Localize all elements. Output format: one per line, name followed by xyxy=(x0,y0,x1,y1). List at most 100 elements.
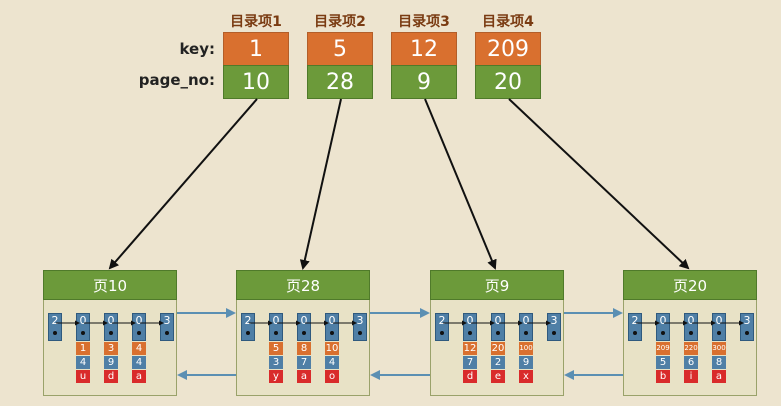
page-title: 页9 xyxy=(430,270,564,300)
record-header-value: 2 xyxy=(438,314,446,327)
record-header-value: 0 xyxy=(300,314,308,327)
record-header-value: 3 xyxy=(356,314,364,327)
record-value-cell: 9 xyxy=(104,356,118,369)
data-page: 页20 2 0 0 0 3 209 5 b 220 6 i 300 8 a xyxy=(623,270,757,396)
user-record-header: 0 xyxy=(463,313,477,341)
record-text-cell: d xyxy=(463,370,477,383)
directory-item-title: 目录项3 xyxy=(398,14,450,30)
record-text-cell: b xyxy=(656,370,670,383)
record-key-cell: 12 xyxy=(463,342,477,355)
user-record-header: 0 xyxy=(656,313,670,341)
infimum-record: 2 xyxy=(48,313,62,341)
record-header-value: 3 xyxy=(163,314,171,327)
record-text-cell: i xyxy=(684,370,698,383)
user-record-header: 0 xyxy=(325,313,339,341)
record-header-value: 3 xyxy=(743,314,751,327)
data-page: 页28 2 0 0 0 3 5 3 y 8 7 a 10 4 o xyxy=(236,270,370,396)
pointer-dot-icon xyxy=(552,331,556,335)
pointer-dot-icon xyxy=(440,331,444,335)
key-row-label: key: xyxy=(179,40,215,58)
page-title: 页10 xyxy=(43,270,177,300)
directory-key-cell: 5 xyxy=(307,32,373,66)
record-text-cell: u xyxy=(76,370,90,383)
record-header-value: 0 xyxy=(466,314,474,327)
supremum-record: 3 xyxy=(547,313,561,341)
pointer-dot-icon xyxy=(330,331,334,335)
user-record-header: 0 xyxy=(491,313,505,341)
record-text-cell: a xyxy=(132,370,146,383)
record-header-value: 0 xyxy=(659,314,667,327)
record-key-cell: 209 xyxy=(656,342,670,355)
pointer-dot-icon xyxy=(524,331,528,335)
user-record-header: 0 xyxy=(76,313,90,341)
record-key-cell: 100 xyxy=(519,342,533,355)
pointer-dot-icon xyxy=(717,331,721,335)
infimum-record: 2 xyxy=(241,313,255,341)
record-header-value: 0 xyxy=(687,314,695,327)
pointer-dot-icon xyxy=(137,331,141,335)
directory-item-title: 目录项2 xyxy=(314,14,366,30)
pointer-dot-icon xyxy=(745,331,749,335)
record-text-cell: x xyxy=(519,370,533,383)
record-header-value: 0 xyxy=(522,314,530,327)
record-text-cell: d xyxy=(104,370,118,383)
directory-item-title: 目录项4 xyxy=(482,14,534,30)
record-key-cell: 20 xyxy=(491,342,505,355)
record-value-cell: 9 xyxy=(519,356,533,369)
pointer-dot-icon xyxy=(302,331,306,335)
record-text-cell: e xyxy=(491,370,505,383)
record-text-cell: a xyxy=(297,370,311,383)
record-text-cell: o xyxy=(325,370,339,383)
record-value-cell: 3 xyxy=(269,356,283,369)
page-title: 页20 xyxy=(623,270,757,300)
record-value-cell: 4 xyxy=(132,356,146,369)
directory-page-no-cell: 10 xyxy=(223,65,289,99)
record-header-value: 0 xyxy=(715,314,723,327)
pointer-dot-icon xyxy=(165,331,169,335)
record-header-value: 2 xyxy=(244,314,252,327)
record-header-value: 0 xyxy=(494,314,502,327)
record-key-cell: 4 xyxy=(132,342,146,355)
record-text-cell: a xyxy=(712,370,726,383)
record-value-cell: 4 xyxy=(76,356,90,369)
pointer-dot-icon xyxy=(274,331,278,335)
supremum-record: 3 xyxy=(353,313,367,341)
record-header-value: 0 xyxy=(79,314,87,327)
record-value-cell: 2 xyxy=(491,356,505,369)
directory-page-no-cell: 9 xyxy=(391,65,457,99)
pointer-dot-icon xyxy=(109,331,113,335)
record-header-value: 0 xyxy=(328,314,336,327)
pointer-dot-icon xyxy=(633,331,637,335)
user-record-header: 0 xyxy=(519,313,533,341)
pointer-dot-icon xyxy=(246,331,250,335)
user-record-header: 0 xyxy=(712,313,726,341)
user-record-header: 0 xyxy=(269,313,283,341)
record-header-value: 2 xyxy=(51,314,59,327)
infimum-record: 2 xyxy=(628,313,642,341)
record-key-cell: 8 xyxy=(297,342,311,355)
pointer-dot-icon xyxy=(661,331,665,335)
record-key-cell: 5 xyxy=(269,342,283,355)
directory-item-title: 目录项1 xyxy=(230,14,282,30)
data-page: 页9 2 0 0 0 3 12 7 d 20 2 e 100 9 x xyxy=(430,270,564,396)
record-key-cell: 300 xyxy=(712,342,726,355)
pointer-dot-icon xyxy=(496,331,500,335)
record-value-cell: 7 xyxy=(463,356,477,369)
user-record-header: 0 xyxy=(104,313,118,341)
record-header-value: 0 xyxy=(135,314,143,327)
pointer-dot-icon xyxy=(53,331,57,335)
directory-key-cell: 12 xyxy=(391,32,457,66)
user-record-header: 0 xyxy=(297,313,311,341)
page-no-row-label: page_no: xyxy=(138,71,215,89)
pointer-dot-icon xyxy=(81,331,85,335)
record-key-cell: 220 xyxy=(684,342,698,355)
pointer-dot-icon xyxy=(468,331,472,335)
supremum-record: 3 xyxy=(160,313,174,341)
record-value-cell: 7 xyxy=(297,356,311,369)
user-record-header: 0 xyxy=(132,313,146,341)
record-header-value: 3 xyxy=(550,314,558,327)
directory-key-cell: 209 xyxy=(475,32,541,66)
record-value-cell: 6 xyxy=(684,356,698,369)
record-header-value: 2 xyxy=(631,314,639,327)
record-value-cell: 5 xyxy=(656,356,670,369)
